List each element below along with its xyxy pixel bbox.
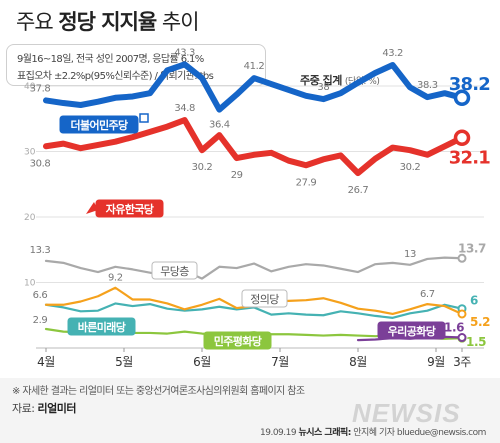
survey-info-line1: 9월16~18일, 전국 성인 2007명, 응답률 6.1% [17, 54, 204, 65]
series-end-marker [453, 89, 471, 107]
data-label: 2.9 [33, 315, 48, 326]
data-label: 34.8 [174, 103, 195, 114]
data-label: 38.3 [417, 80, 438, 91]
y-tick-label: 40 [24, 82, 36, 92]
series-tag-label: 바른미래당 [78, 320, 126, 334]
newsis-watermark: NEWSIS [352, 398, 461, 428]
series-tag-box [203, 331, 272, 350]
data-label: 38.2 [449, 74, 490, 95]
data-label: 43.3 [174, 47, 195, 58]
x-tick-label: 3주 [453, 355, 471, 369]
series-line [43, 117, 465, 177]
series-tag: 자유한국당 [95, 199, 164, 218]
data-label: 9.2 [108, 273, 123, 284]
series-tag-box [151, 261, 198, 280]
series-tag-label: 우리공화당 [388, 324, 436, 338]
series-tag-label: 무당층 [160, 265, 189, 278]
data-label: 29 [231, 170, 243, 181]
data-label: 1.6 [444, 321, 464, 335]
survey-info-line2: 표집오차 ±2.2%p(95%신뢰수준) / 의뢰기관: tbs [17, 71, 214, 82]
series-tag: 바른미래당 [67, 317, 136, 336]
data-label: 5.2 [470, 315, 490, 329]
data-label: 6.7 [420, 289, 435, 300]
data-label: 6 [470, 294, 478, 308]
data-label: 1.5 [466, 335, 486, 349]
data-label: 38 [317, 82, 329, 93]
series-tag-box [241, 289, 288, 308]
series-tag-label: 정의당 [250, 293, 279, 306]
series-line [44, 256, 464, 280]
series-tag-label: 민주평화당 [214, 334, 262, 348]
survey-info-box: 9월16~18일, 전국 성인 2007명, 응답률 6.1% 표집오차 ±2.… [6, 44, 266, 86]
series-tag: 민주평화당 [203, 331, 272, 350]
party-logo-icon [139, 113, 149, 123]
data-label: 13.3 [30, 245, 51, 256]
x-tick-label: 8월 [349, 355, 367, 369]
series-end-marker [457, 309, 467, 319]
series-tag-box [59, 115, 139, 134]
footer-source: 자료: 리얼미터 [12, 402, 76, 415]
series-tag-box [67, 317, 136, 336]
data-label: 13.7 [458, 241, 486, 255]
y-tick-label: 30 [24, 148, 36, 158]
footer-note: ※ 자세한 결과는 리얼미터 또는 중앙선거여론조사심의위원회 홈페이지 참조 [12, 386, 305, 397]
page-title: 주요 정당 지지율 추이 [16, 10, 200, 34]
series-line [43, 61, 465, 113]
title-bar: 주요 정당 지지율 추이 [0, 0, 500, 40]
x-tick-label: 4월 [37, 355, 55, 369]
x-tick-label: 5월 [115, 355, 133, 369]
series-end-marker [453, 129, 471, 146]
series-tag: 무당층 [151, 261, 198, 280]
data-label: 13 [404, 249, 416, 260]
data-label: 30.2 [192, 162, 213, 173]
footer-credit: 19.09.19 뉴시스 그래픽: 안지혜 기자 bluedue@newsis.… [260, 428, 486, 438]
data-label: 27.9 [296, 177, 317, 188]
data-label: 37.8 [30, 83, 51, 94]
data-label: 41.2 [244, 61, 265, 72]
data-label: 26.7 [348, 185, 369, 196]
series-tag: 더불어민주당 [59, 115, 139, 134]
data-label: 6.6 [33, 290, 48, 301]
x-tick-label: 9월 [427, 355, 445, 369]
data-label: 36.4 [209, 120, 230, 131]
data-label: 32.1 [449, 148, 490, 169]
data-label: 30.8 [30, 158, 51, 169]
y-tick-label: 20 [24, 213, 36, 223]
series-tag-label: 자유한국당 [106, 202, 154, 216]
party-logo-icon [86, 202, 98, 214]
x-tick-label: 7월 [271, 355, 289, 369]
data-label: 30.2 [400, 162, 421, 173]
series-end-marker [457, 333, 467, 343]
series-tag: 우리공화당 [377, 321, 446, 340]
series-tag: 정의당 [241, 289, 288, 308]
data-label: 43.2 [382, 48, 403, 59]
y-tick-label: 10 [24, 279, 36, 289]
series-tag-label: 더불어민주당 [70, 118, 128, 132]
x-tick-label: 6월 [193, 355, 211, 369]
series-end-marker [457, 253, 467, 263]
series-tag-box [377, 321, 446, 340]
